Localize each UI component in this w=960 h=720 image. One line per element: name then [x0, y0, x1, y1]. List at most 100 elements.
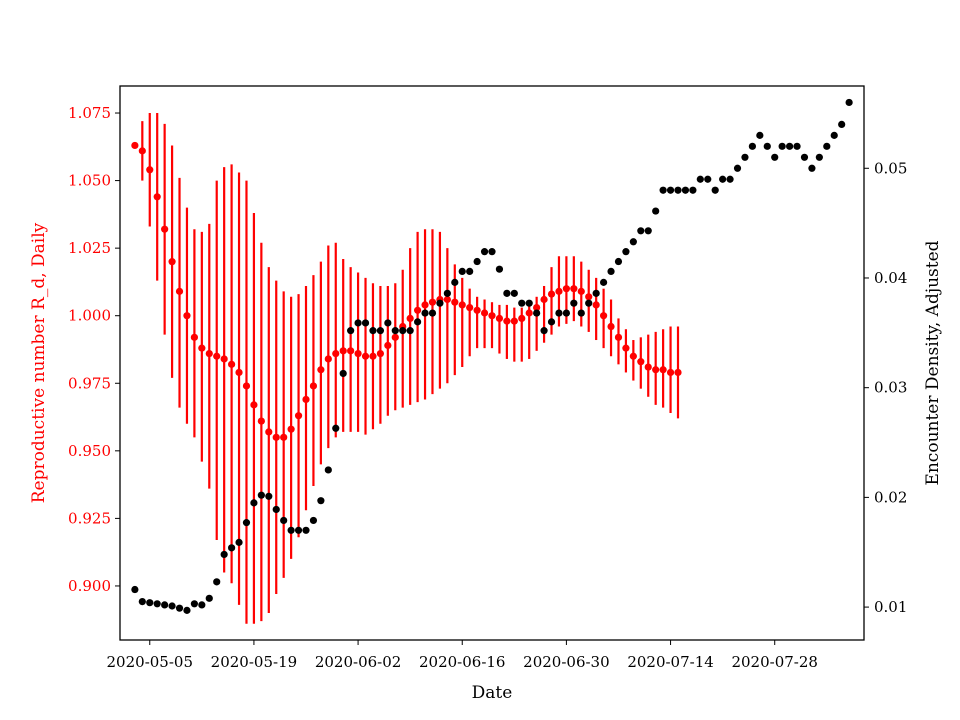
density-series-point: [808, 164, 816, 172]
density-series-point: [280, 516, 288, 525]
density-series-point: [443, 289, 451, 297]
x-tick-label: 2020-05-05: [107, 653, 193, 671]
y-left-tick-label: 1.000: [68, 307, 111, 325]
r-series-point: [495, 314, 504, 323]
density-series-point: [317, 497, 325, 505]
density-series-point: [533, 309, 541, 317]
density-series-point: [674, 186, 682, 194]
density-series-point: [495, 265, 504, 273]
density-series-point: [503, 289, 511, 297]
r-series-point: [213, 352, 221, 360]
density-series-point: [681, 186, 690, 194]
density-series-point: [339, 369, 347, 378]
r-series-point: [332, 349, 340, 358]
density-series-point: [741, 153, 749, 161]
density-series-point: [644, 227, 652, 235]
density-series-point: [726, 175, 734, 183]
density-series-point: [756, 131, 764, 139]
density-series-point: [391, 327, 399, 335]
density-series-point: [614, 257, 623, 266]
density-series-point: [294, 526, 303, 534]
density-series-point: [763, 142, 771, 150]
y-left-tick-label: 0.925: [68, 509, 111, 527]
density-series-point: [488, 248, 496, 256]
r-series-point: [414, 306, 422, 314]
density-series-point: [205, 594, 213, 602]
density-series-point: [265, 492, 273, 500]
r-series-point: [622, 344, 630, 352]
density-series-point: [309, 516, 318, 525]
r-series-point: [257, 417, 265, 425]
density-series-point: [302, 526, 310, 534]
density-series-point: [547, 318, 556, 326]
r-series-point: [242, 382, 251, 390]
density-series-point: [815, 153, 823, 161]
density-series-point: [220, 550, 228, 559]
density-series-point: [347, 327, 355, 335]
density-series-point: [190, 600, 198, 608]
r-series-point: [168, 258, 176, 266]
r-series-point: [443, 295, 451, 304]
y-left-tick-label: 1.075: [68, 104, 111, 122]
r-series-point: [384, 341, 392, 350]
density-series-point: [175, 604, 184, 612]
density-series-point: [436, 299, 444, 307]
y-right-tick-label: 0.05: [874, 159, 907, 177]
r-series-point: [533, 304, 541, 312]
r-series-point: [183, 312, 191, 320]
density-series-point: [384, 319, 392, 327]
density-series-point: [733, 164, 742, 172]
density-series-point: [198, 601, 206, 609]
density-series-point: [257, 491, 265, 499]
density-series-point: [183, 606, 191, 614]
r-series-point: [347, 347, 355, 355]
density-series-point: [577, 309, 585, 317]
density-series-point: [696, 175, 704, 183]
error-bar-layer: [141, 113, 680, 624]
r-series-point: [614, 333, 623, 341]
r-series-point: [421, 301, 429, 309]
density-series-point: [146, 599, 154, 607]
density-series-point: [711, 186, 719, 194]
density-series-point: [324, 466, 332, 474]
density-series-point: [153, 600, 161, 608]
r-series-point: [280, 433, 288, 441]
density-series-point: [518, 299, 526, 307]
density-series-point: [250, 499, 258, 507]
r-series-point: [376, 349, 384, 358]
r-series-point: [361, 352, 370, 360]
density-series-point: [161, 601, 169, 609]
density-series-point: [778, 142, 786, 150]
y-right-tick-label: 0.02: [874, 488, 907, 506]
density-series-point: [585, 299, 593, 307]
density-series-point: [369, 327, 377, 335]
density-series-point: [213, 578, 221, 586]
r-series-point: [190, 333, 198, 341]
r-series-point: [458, 301, 466, 309]
density-series-point: [428, 309, 437, 317]
r-series-point: [220, 355, 228, 363]
density-series-point: [830, 131, 838, 139]
y-axis-left: 0.900 0.925 0.950 0.975 1.000 1.025 1.050 1.075: [68, 104, 120, 595]
r-series-point: [592, 301, 600, 309]
density-series-point: [622, 248, 630, 256]
r-series-point: [235, 368, 243, 377]
r-series-point: [153, 193, 161, 201]
density-series-point: [473, 257, 481, 266]
density-series-point: [704, 175, 712, 183]
y-left-tick-label: 1.025: [68, 239, 111, 257]
density-series-point: [138, 598, 146, 606]
r-series-point: [510, 317, 518, 325]
density-series-point: [228, 544, 236, 552]
y-left-tick-label: 0.950: [68, 442, 111, 460]
density-series-point: [332, 424, 340, 432]
r-series-point: [406, 314, 414, 323]
x-tick-label: 2020-05-19: [211, 653, 297, 671]
density-series-point: [771, 153, 779, 161]
r-series-point: [451, 298, 459, 306]
r-series-point: [674, 368, 682, 377]
density-series-point: [823, 142, 831, 150]
r-series-point: [131, 141, 139, 150]
x-tick-label: 2020-06-02: [315, 653, 401, 671]
